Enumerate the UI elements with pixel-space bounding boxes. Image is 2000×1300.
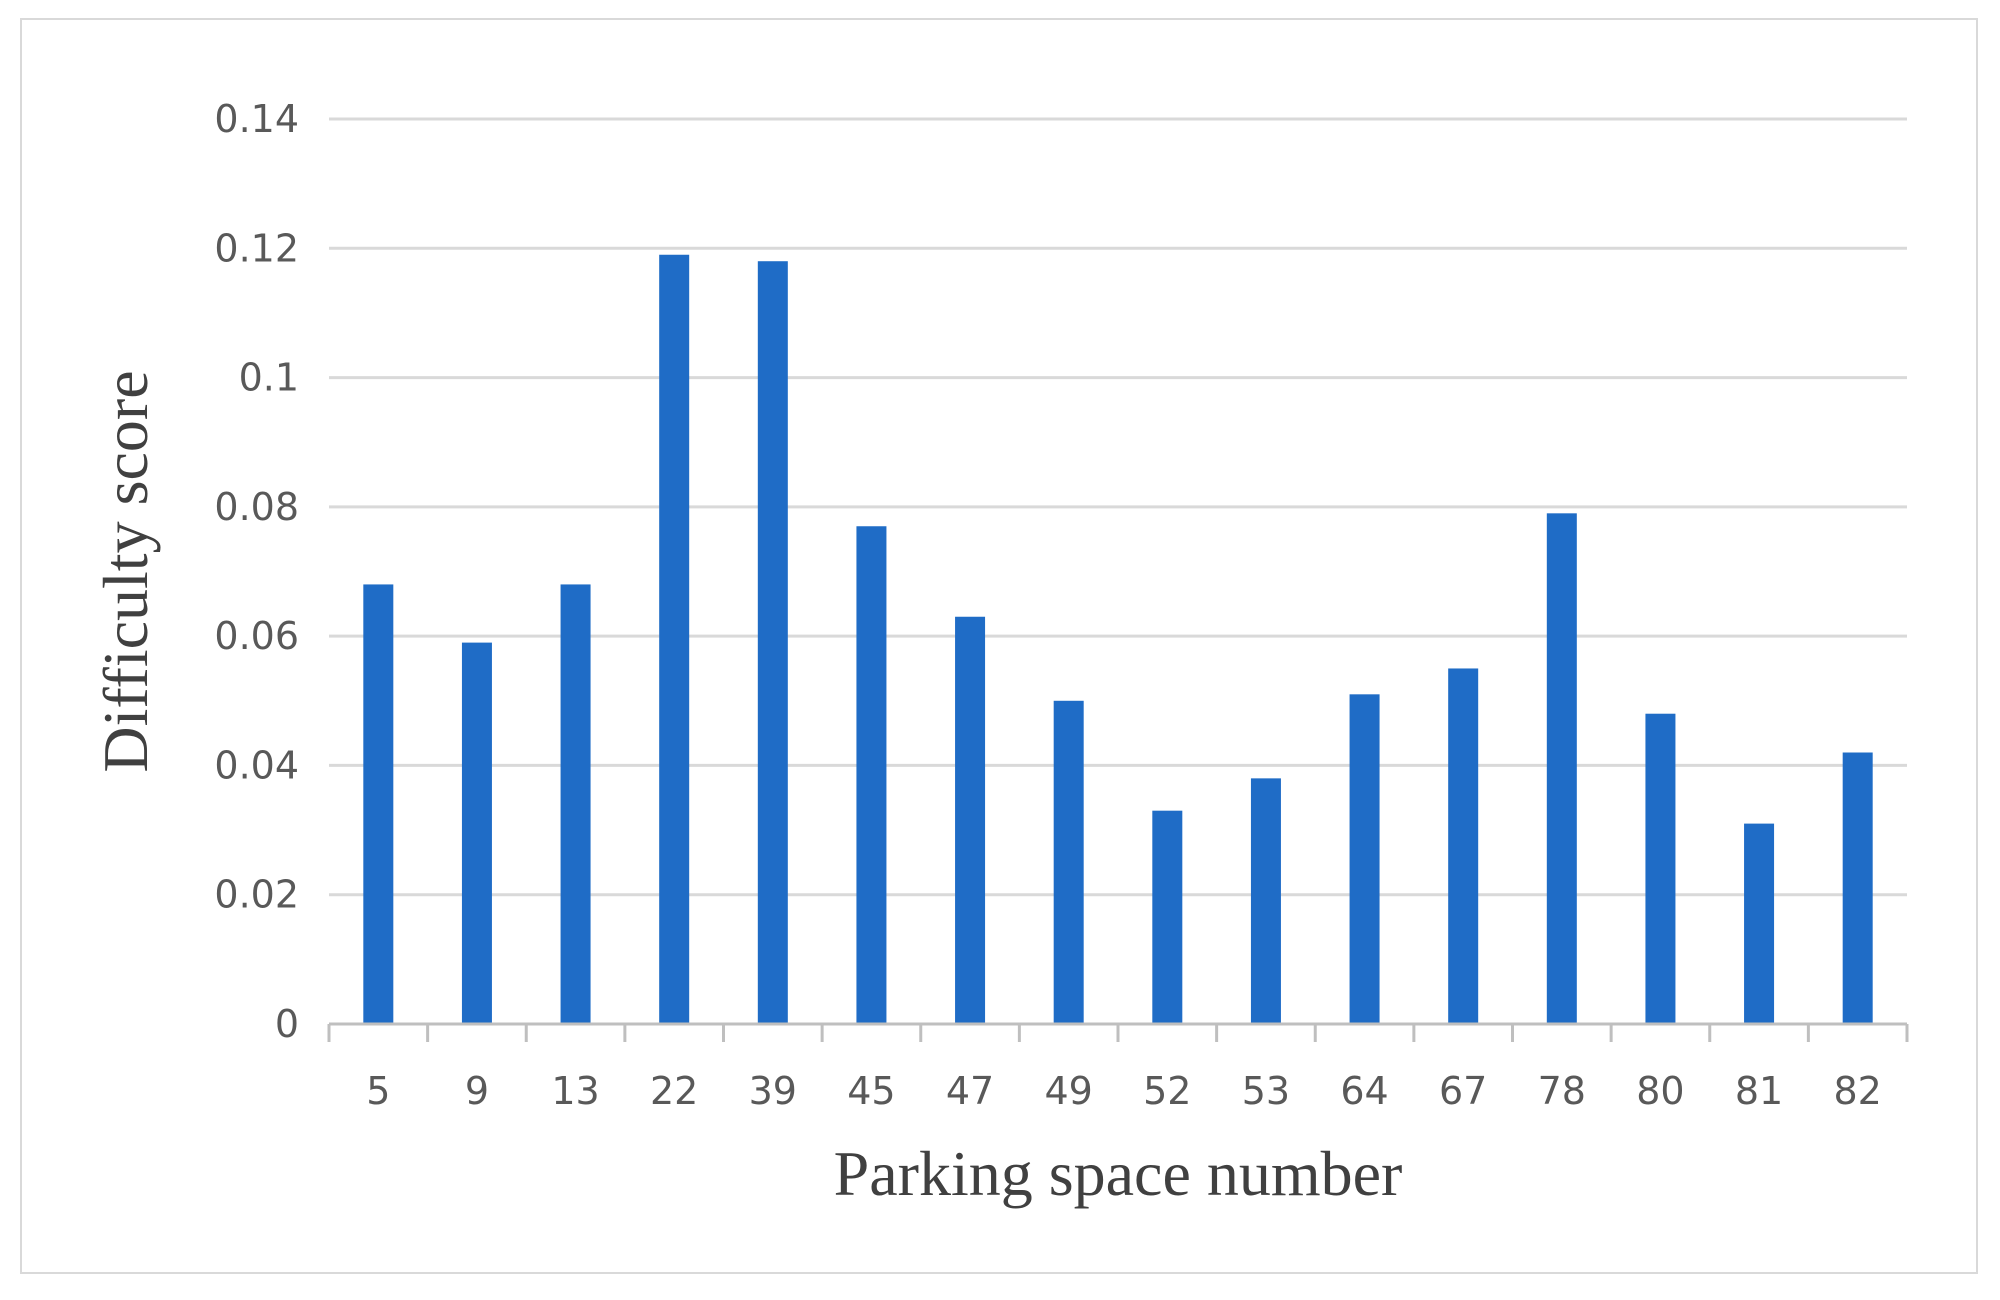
y-tick-label: 0.14 — [214, 97, 299, 141]
x-tick-label: 80 — [1636, 1069, 1684, 1113]
bar — [757, 261, 788, 1024]
bar — [363, 584, 394, 1024]
bar — [1250, 778, 1281, 1024]
x-axis — [327, 1022, 1909, 1042]
bar — [856, 526, 887, 1024]
x-tick-label: 9 — [465, 1069, 489, 1113]
y-tick-label: 0.02 — [214, 873, 299, 917]
x-tick-label: 53 — [1242, 1069, 1290, 1113]
y-tick-label: 0.12 — [214, 226, 299, 270]
x-tick-label: 67 — [1439, 1069, 1487, 1113]
bar — [1053, 700, 1084, 1024]
bars — [363, 254, 1873, 1024]
x-tick-label: 5 — [366, 1069, 390, 1113]
x-tick-label: 22 — [650, 1069, 698, 1113]
x-tick-label: 64 — [1340, 1069, 1388, 1113]
bar — [1448, 668, 1479, 1024]
gridlines — [329, 117, 1907, 897]
bar — [461, 642, 492, 1024]
bar-chart: 0 0.02 0.04 0.06 0.08 0.1 0.12 0.14 5 9 13 22 39 45 4… — [90, 97, 1909, 1209]
x-tick-label: 52 — [1143, 1069, 1191, 1113]
y-tick-label: 0.1 — [239, 356, 299, 400]
y-tick-label: 0 — [275, 1002, 299, 1046]
bar — [1645, 713, 1676, 1024]
bar — [659, 254, 690, 1024]
x-tick-label: 49 — [1045, 1069, 1093, 1113]
x-axis-title: Parking space number — [834, 1138, 1403, 1209]
x-tick-label: 82 — [1834, 1069, 1882, 1113]
bar — [1744, 823, 1775, 1024]
x-tick-label: 78 — [1538, 1069, 1586, 1113]
y-tick-label: 0.06 — [214, 614, 299, 658]
x-tick-label: 13 — [551, 1069, 599, 1113]
bar — [1842, 752, 1873, 1024]
bar — [560, 584, 591, 1024]
bar — [1152, 810, 1183, 1024]
x-tick-label: 81 — [1735, 1069, 1783, 1113]
y-tick-labels: 0 0.02 0.04 0.06 0.08 0.1 0.12 0.14 — [214, 97, 299, 1046]
x-tick-label: 47 — [946, 1069, 994, 1113]
x-tick-labels: 5 9 13 22 39 45 47 49 52 53 64 67 78 80 81 82 — [366, 1069, 1882, 1113]
bar — [1349, 694, 1380, 1024]
y-tick-label: 0.08 — [214, 485, 299, 529]
chart-frame: 0 0.02 0.04 0.06 0.08 0.1 0.12 0.14 5 9 13 22 39 45 4… — [20, 18, 1978, 1274]
bar — [955, 616, 986, 1024]
y-axis-title: Difficulty score — [90, 370, 161, 772]
y-tick-label: 0.04 — [214, 743, 299, 787]
x-tick-label: 45 — [847, 1069, 895, 1113]
bar — [1546, 513, 1577, 1024]
x-tick-label: 39 — [749, 1069, 797, 1113]
